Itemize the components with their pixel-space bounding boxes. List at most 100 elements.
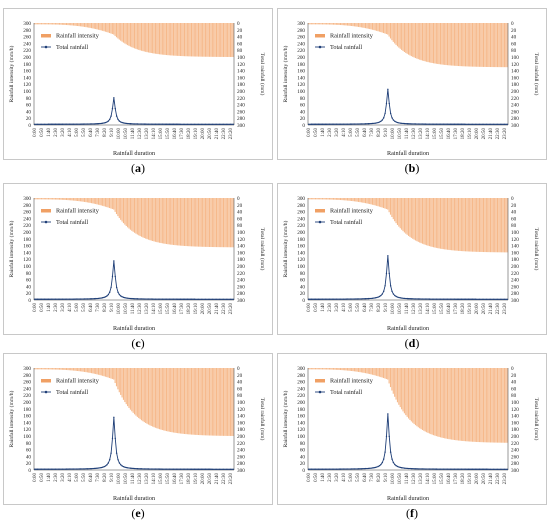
total-rainfall-point [435, 468, 438, 470]
intensity-bar [78, 368, 80, 372]
total-rainfall-point [426, 468, 428, 470]
intensity-bar [494, 198, 496, 253]
total-rainfall-point [494, 123, 496, 125]
total-rainfall-point [139, 123, 141, 125]
total-rainfall-point [407, 123, 410, 125]
intensity-bar [84, 23, 86, 27]
total-rainfall-point [61, 298, 64, 300]
intensity-bar [439, 23, 442, 65]
x-tick-label: 9:10 [384, 473, 389, 482]
intensity-bar [72, 198, 75, 201]
right-tick-label: 60 [511, 386, 517, 392]
intensity-bar [438, 23, 440, 65]
total-rainfall-point [161, 468, 164, 470]
intensity-bar [321, 23, 324, 25]
intensity-bar [202, 198, 204, 247]
intensity-bar [469, 23, 471, 67]
total-rainfall-point [179, 468, 182, 470]
total-rainfall-point [108, 291, 111, 293]
total-rainfall-point [492, 468, 495, 470]
intensity-bar [177, 198, 179, 246]
total-rainfall-point [185, 468, 187, 470]
total-rainfall-point [122, 296, 125, 299]
intensity-bar [159, 368, 161, 430]
intensity-bar [45, 23, 47, 25]
intensity-bar [453, 368, 455, 441]
right-tick-label: 80 [511, 48, 517, 54]
intensity-bar [68, 23, 70, 26]
total-rainfall-point [83, 468, 86, 470]
intensity-bar [118, 23, 120, 40]
intensity-bar [117, 23, 119, 39]
intensity-bar [391, 198, 393, 217]
intensity-bar [214, 23, 216, 57]
total-rainfall-point [376, 296, 378, 299]
intensity-bar [488, 368, 490, 443]
intensity-bar [498, 368, 500, 443]
right-tick-label: 100 [237, 400, 245, 406]
x-tick-label: 10:50 [398, 303, 403, 315]
intensity-bar [60, 198, 62, 200]
intensity-bar [456, 198, 458, 251]
x-tick-label: 0:50 [314, 128, 319, 137]
x-tick-label: 0:00 [307, 128, 312, 137]
total-rainfall-point [341, 468, 343, 470]
x-tick-label: 14:10 [152, 303, 157, 315]
total-rainfall-point [163, 468, 165, 470]
total-rainfall-point [195, 123, 197, 125]
intensity-bar [430, 23, 432, 63]
left-tick-label: 100 [297, 89, 305, 95]
intensity-bar [383, 23, 385, 34]
left-tick-label: 180 [297, 407, 305, 413]
intensity-bar [189, 198, 191, 247]
x-tick-label: 19:10 [468, 128, 473, 140]
total-rainfall-point [362, 123, 364, 125]
total-rainfall-point [380, 120, 382, 122]
total-rainfall-point [232, 123, 235, 126]
intensity-bar [389, 198, 392, 215]
intensity-bar [424, 23, 426, 62]
left-tick-label: 80 [26, 96, 32, 102]
intensity-bar [82, 368, 84, 372]
total-rainfall-point [222, 123, 225, 126]
x-tick-label: 5:50 [82, 303, 87, 312]
total-rainfall-point [502, 298, 504, 300]
total-rainfall-point [382, 458, 385, 460]
intensity-bar [35, 23, 37, 25]
left-tick-label: 60 [300, 278, 306, 284]
total-rainfall-point [139, 468, 141, 470]
total-rainfall-point [125, 122, 128, 125]
total-rainfall-point [35, 298, 37, 300]
figure-caption: (b) [404, 161, 420, 175]
intensity-bar [121, 23, 123, 42]
intensity-bar [138, 368, 140, 419]
intensity-bar [410, 198, 412, 238]
total-rainfall-point [334, 468, 336, 470]
intensity-bar [206, 198, 208, 247]
intensity-bar [70, 368, 72, 371]
total-rainfall-point [309, 123, 311, 125]
intensity-bar [442, 23, 444, 65]
x-tick-label: 5:00 [349, 128, 354, 137]
intensity-bar [117, 368, 119, 390]
total-rainfall-point [328, 468, 331, 470]
total-rainfall-point [207, 298, 210, 300]
total-rainfall-point [363, 123, 365, 125]
intensity-bar [218, 198, 220, 248]
total-rainfall-point [501, 123, 503, 125]
total-rainfall-point [419, 123, 421, 125]
intensity-bar [174, 198, 176, 246]
intensity-bar [178, 368, 180, 434]
right-tick-label: 20 [511, 28, 517, 34]
intensity-bar [103, 198, 105, 207]
intensity-bar [74, 23, 76, 26]
intensity-bar [506, 23, 508, 68]
x-tick-label: 18:20 [187, 473, 192, 485]
total-rainfall-point [215, 298, 218, 300]
intensity-bar [157, 368, 159, 429]
total-rainfall-point [449, 123, 452, 125]
x-tick-label: 13:20 [145, 128, 150, 140]
intensity-bar [401, 23, 403, 50]
right-tick-label: 280 [237, 116, 245, 122]
total-rainfall-point [145, 468, 147, 470]
